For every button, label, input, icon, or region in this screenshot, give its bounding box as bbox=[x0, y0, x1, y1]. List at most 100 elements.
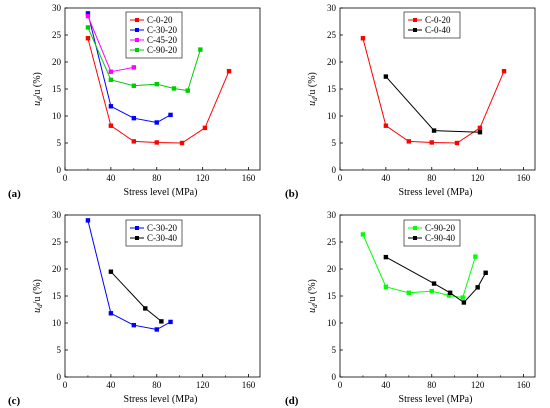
y-tick-label: 20 bbox=[327, 57, 337, 67]
x-tick-label: 40 bbox=[381, 380, 391, 390]
legend-swatch-marker bbox=[413, 236, 417, 240]
y-axis-title-rest: /u (%) bbox=[307, 72, 318, 97]
y-tick-label: 20 bbox=[52, 264, 62, 274]
legend-swatch-marker bbox=[135, 18, 139, 22]
x-axis-title: Stress level (MPa) bbox=[399, 394, 473, 405]
y-tick-label: 5 bbox=[57, 138, 62, 148]
y-tick-label: 25 bbox=[327, 237, 337, 247]
data-point bbox=[383, 254, 389, 260]
y-axis-title-rest: /u (%) bbox=[32, 72, 43, 97]
data-point bbox=[447, 290, 453, 295]
y-tick-label: 30 bbox=[327, 3, 337, 13]
chart-panel: 0 40 80 120 160 0 5 10 15 20 25 30 Stress level (MPa… bbox=[8, 210, 261, 407]
data-point bbox=[85, 218, 91, 223]
y-tick-label: 0 bbox=[57, 372, 62, 382]
data-point bbox=[154, 327, 159, 332]
data-point bbox=[154, 120, 159, 125]
data-point bbox=[168, 112, 173, 118]
data-point bbox=[131, 322, 137, 328]
data-point bbox=[85, 13, 91, 19]
y-tick-label: 25 bbox=[327, 30, 337, 40]
panel-label: (b) bbox=[285, 188, 299, 200]
data-point bbox=[131, 115, 137, 121]
legend-swatch-marker bbox=[135, 48, 139, 52]
y-axis-title-sub: d bbox=[36, 97, 44, 101]
data-point bbox=[477, 130, 483, 135]
legend-label: C-45-20 bbox=[147, 35, 177, 45]
y-axis-title-sub: d bbox=[311, 304, 319, 308]
x-tick-label: 120 bbox=[471, 380, 485, 390]
data-point bbox=[202, 125, 208, 131]
legend-label: C-90-20 bbox=[147, 45, 177, 55]
data-point bbox=[431, 128, 437, 133]
x-axis-title: Stress level (MPa) bbox=[124, 394, 198, 405]
data-point bbox=[108, 311, 114, 316]
y-tick-label: 25 bbox=[52, 30, 62, 40]
data-point bbox=[461, 300, 467, 305]
legend-label: C-90-20 bbox=[425, 223, 455, 233]
data-point bbox=[143, 306, 148, 311]
legend-swatch-marker bbox=[135, 226, 139, 230]
y-tick-label: 25 bbox=[52, 237, 62, 247]
data-point bbox=[85, 11, 91, 16]
y-tick-label: 30 bbox=[52, 210, 62, 220]
data-point bbox=[85, 25, 91, 30]
data-point bbox=[383, 284, 389, 290]
y-tick-label: 0 bbox=[332, 372, 337, 382]
x-tick-label: 40 bbox=[381, 173, 391, 183]
data-point bbox=[477, 125, 483, 131]
x-tick-label: 40 bbox=[106, 380, 116, 390]
y-axis-title-sub: d bbox=[36, 304, 44, 308]
data-point bbox=[131, 139, 137, 144]
y-axis-title: ud/u (%) bbox=[32, 72, 44, 106]
y-axis-title: ud/u (%) bbox=[32, 279, 44, 313]
data-point bbox=[475, 285, 480, 290]
data-point bbox=[360, 36, 366, 41]
y-axis-title-rest: /u (%) bbox=[307, 279, 318, 304]
data-point bbox=[108, 123, 114, 128]
x-tick-label: 160 bbox=[517, 173, 531, 183]
y-tick-label: 5 bbox=[332, 138, 337, 148]
data-point bbox=[473, 254, 478, 259]
data-point bbox=[108, 77, 114, 83]
series-line bbox=[110, 271, 162, 322]
x-tick-label: 120 bbox=[196, 173, 210, 183]
data-point bbox=[85, 36, 91, 41]
y-axis-title-rest: /u (%) bbox=[32, 279, 43, 304]
series-line bbox=[385, 256, 487, 304]
data-point bbox=[131, 83, 137, 88]
panel-label: (c) bbox=[8, 395, 21, 407]
x-axis-title: Stress level (MPa) bbox=[399, 187, 473, 198]
y-tick-label: 10 bbox=[327, 318, 337, 328]
legend-label: C-0-20 bbox=[425, 15, 451, 25]
legend-box bbox=[125, 219, 183, 247]
data-point bbox=[131, 65, 137, 70]
data-point bbox=[406, 139, 412, 144]
legend-label: C-30-20 bbox=[147, 25, 177, 35]
y-tick-label: 10 bbox=[327, 111, 337, 121]
y-tick-label: 15 bbox=[52, 84, 62, 94]
data-point bbox=[154, 81, 159, 87]
y-tick-label: 10 bbox=[52, 111, 62, 121]
y-tick-label: 0 bbox=[57, 165, 62, 175]
legend-box bbox=[403, 219, 461, 247]
x-tick-label: 120 bbox=[471, 173, 485, 183]
data-point bbox=[431, 281, 437, 286]
x-tick-label: 80 bbox=[427, 380, 437, 390]
legend-swatch-marker bbox=[413, 18, 417, 22]
x-tick-label: 0 bbox=[338, 173, 343, 183]
legend-label: C-30-40 bbox=[147, 233, 177, 243]
series-line bbox=[385, 76, 480, 133]
y-axis-title-base: u bbox=[32, 101, 43, 106]
x-tick-label: 0 bbox=[338, 380, 343, 390]
x-tick-label: 80 bbox=[427, 173, 437, 183]
data-point bbox=[383, 74, 389, 79]
y-tick-label: 30 bbox=[52, 3, 62, 13]
data-point bbox=[429, 288, 434, 294]
legend-label: C-90-40 bbox=[425, 233, 455, 243]
x-tick-label: 0 bbox=[63, 380, 68, 390]
chart-panel: 0 40 80 120 160 0 5 10 15 20 25 30 Stress level (MPa… bbox=[285, 210, 536, 407]
panel-label: (d) bbox=[285, 395, 299, 407]
y-axis-title-sub: d bbox=[311, 97, 319, 101]
legend-swatch-marker bbox=[135, 236, 139, 240]
